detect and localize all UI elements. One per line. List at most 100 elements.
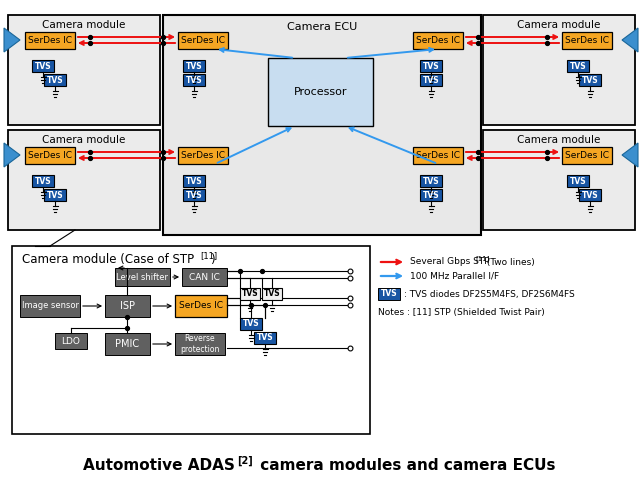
Text: Camera module: Camera module	[517, 135, 601, 145]
Bar	[240, 288, 260, 300]
Bar	[44, 189, 66, 201]
Text: Several Gbps STP: Several Gbps STP	[410, 258, 490, 267]
Text: Notes : [11] STP (Shielded Twist Pair): Notes : [11] STP (Shielded Twist Pair)	[378, 308, 545, 317]
Text: TVS: TVS	[186, 62, 202, 70]
Text: SerDes IC: SerDes IC	[28, 151, 72, 160]
Bar	[567, 175, 589, 187]
Bar	[182, 268, 227, 286]
Bar	[413, 147, 463, 164]
Bar	[44, 74, 66, 86]
Bar	[254, 332, 276, 344]
Text: : TVS diodes DF2S5M4FS, DF2S6M4FS: : TVS diodes DF2S5M4FS, DF2S6M4FS	[404, 290, 575, 298]
Text: TVS: TVS	[186, 76, 202, 85]
Text: TVS: TVS	[264, 290, 281, 298]
Polygon shape	[622, 143, 638, 167]
Bar	[115, 268, 170, 286]
Bar	[175, 333, 225, 355]
Text: [11]: [11]	[475, 256, 489, 262]
Text: CAN IC: CAN IC	[189, 272, 220, 282]
Bar	[579, 189, 601, 201]
Bar	[25, 147, 75, 164]
Text: TVS: TVS	[47, 191, 64, 199]
Text: SerDes IC: SerDes IC	[28, 36, 72, 45]
Text: Camera module: Camera module	[42, 135, 126, 145]
Text: Camera module: Camera module	[517, 20, 601, 30]
Bar	[8, 130, 160, 230]
Bar	[483, 15, 635, 125]
Text: ISP: ISP	[120, 301, 135, 311]
Text: LDO: LDO	[62, 337, 80, 346]
Text: TVS: TVS	[186, 191, 202, 199]
Text: SerDes IC: SerDes IC	[565, 36, 609, 45]
Bar	[420, 175, 442, 187]
Polygon shape	[4, 143, 20, 167]
Text: TVS: TVS	[582, 191, 598, 199]
Bar	[183, 175, 205, 187]
Bar	[183, 60, 205, 72]
Bar	[268, 58, 373, 126]
Text: TVS: TVS	[47, 76, 64, 85]
Bar	[183, 189, 205, 201]
Bar	[178, 32, 228, 49]
Text: PMIC: PMIC	[116, 339, 139, 349]
Text: Automotive ADAS: Automotive ADAS	[83, 457, 235, 472]
Text: TVS: TVS	[582, 76, 598, 85]
Text: Image sensor: Image sensor	[21, 302, 78, 311]
Text: Camera module (Case of STP: Camera module (Case of STP	[22, 253, 194, 267]
Bar	[378, 288, 400, 300]
Text: [11]: [11]	[200, 251, 217, 261]
Text: ): )	[210, 253, 214, 267]
Bar	[32, 60, 54, 72]
Text: TVS: TVS	[35, 62, 51, 70]
Bar	[420, 189, 442, 201]
Bar	[32, 175, 54, 187]
Text: Reverse
protection: Reverse protection	[180, 334, 220, 354]
Bar	[55, 333, 87, 349]
Text: camera modules and camera ECUs: camera modules and camera ECUs	[255, 457, 555, 472]
Bar	[240, 318, 262, 330]
Text: 100 MHz Parallel I/F: 100 MHz Parallel I/F	[410, 272, 499, 281]
Bar	[8, 15, 160, 125]
Text: TVS: TVS	[569, 176, 586, 185]
Polygon shape	[4, 28, 20, 52]
Bar	[12, 246, 370, 434]
Bar	[413, 32, 463, 49]
Text: SerDes IC: SerDes IC	[565, 151, 609, 160]
Bar	[183, 74, 205, 86]
Text: Camera module: Camera module	[42, 20, 126, 30]
Bar	[562, 147, 612, 164]
Text: Camera ECU: Camera ECU	[287, 22, 357, 32]
Bar	[420, 60, 442, 72]
Bar	[483, 130, 635, 230]
Text: (Two lines): (Two lines)	[484, 258, 535, 267]
Bar	[579, 74, 601, 86]
Text: TVS: TVS	[422, 62, 439, 70]
Text: TVS: TVS	[569, 62, 586, 70]
Polygon shape	[622, 28, 638, 52]
Text: TVS: TVS	[422, 76, 439, 85]
Text: TVS: TVS	[257, 334, 273, 343]
Bar	[25, 32, 75, 49]
Bar	[562, 32, 612, 49]
Bar	[105, 295, 150, 317]
Text: TVS: TVS	[186, 176, 202, 185]
Text: SerDes IC: SerDes IC	[181, 36, 225, 45]
Text: TVS: TVS	[35, 176, 51, 185]
Bar	[567, 60, 589, 72]
Text: TVS: TVS	[241, 290, 258, 298]
Text: TVS: TVS	[422, 191, 439, 199]
Text: SerDes IC: SerDes IC	[416, 36, 460, 45]
Bar	[420, 74, 442, 86]
Bar	[262, 288, 282, 300]
Text: TVS: TVS	[422, 176, 439, 185]
Text: Level shifter: Level shifter	[116, 272, 168, 282]
Text: SerDes IC: SerDes IC	[181, 151, 225, 160]
Text: TVS: TVS	[381, 290, 397, 298]
Text: SerDes IC: SerDes IC	[179, 302, 223, 311]
Text: SerDes IC: SerDes IC	[416, 151, 460, 160]
Bar	[163, 15, 481, 235]
Text: Processor: Processor	[294, 87, 347, 97]
Bar	[178, 147, 228, 164]
Bar	[20, 295, 80, 317]
Text: TVS: TVS	[243, 319, 259, 328]
